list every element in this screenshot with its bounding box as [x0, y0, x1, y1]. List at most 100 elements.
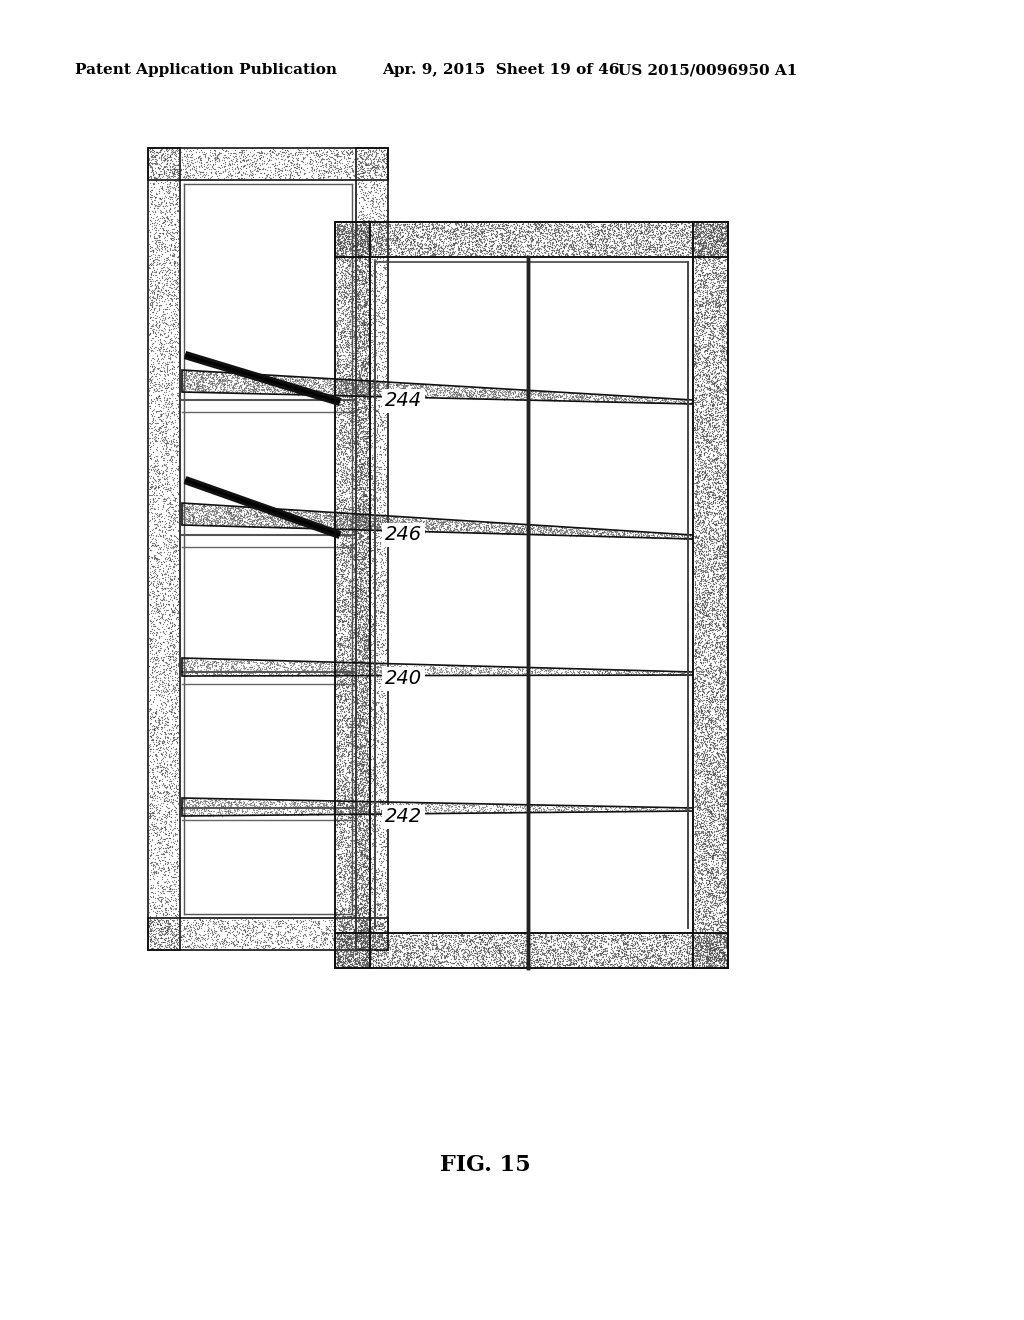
Point — [268, 500, 285, 521]
Point — [351, 603, 368, 624]
Point — [275, 376, 292, 397]
Point — [696, 941, 713, 962]
Point — [354, 334, 371, 355]
Point — [395, 511, 412, 532]
Point — [328, 665, 344, 686]
Point — [337, 292, 353, 313]
Point — [248, 915, 264, 936]
Point — [325, 799, 341, 820]
Point — [709, 499, 725, 520]
Point — [147, 144, 164, 165]
Point — [357, 154, 374, 176]
Point — [263, 500, 280, 521]
Point — [332, 952, 348, 973]
Point — [230, 378, 247, 399]
Point — [341, 869, 357, 890]
Point — [167, 294, 183, 315]
Point — [348, 909, 365, 931]
Point — [373, 634, 389, 655]
Point — [238, 800, 254, 821]
Point — [285, 923, 301, 944]
Point — [329, 649, 345, 671]
Point — [294, 384, 310, 405]
Point — [362, 242, 379, 263]
Point — [688, 599, 705, 620]
Point — [208, 664, 224, 685]
Point — [376, 779, 392, 800]
Point — [437, 661, 454, 682]
Point — [169, 916, 185, 937]
Point — [146, 244, 163, 265]
Point — [374, 240, 390, 261]
Point — [352, 714, 369, 735]
Point — [693, 561, 710, 582]
Point — [434, 238, 451, 259]
Point — [703, 833, 720, 854]
Point — [466, 942, 482, 964]
Point — [604, 940, 621, 961]
Point — [346, 742, 362, 763]
Point — [329, 433, 345, 454]
Point — [694, 240, 711, 261]
Point — [342, 533, 358, 554]
Point — [161, 331, 177, 352]
Point — [703, 593, 720, 614]
Point — [700, 368, 717, 389]
Point — [374, 331, 390, 352]
Point — [357, 293, 374, 314]
Point — [329, 807, 345, 828]
Point — [420, 801, 436, 822]
Point — [358, 323, 375, 345]
Point — [335, 917, 351, 939]
Point — [347, 801, 364, 822]
Point — [335, 931, 351, 952]
Point — [580, 235, 596, 256]
Point — [568, 387, 585, 408]
Point — [699, 663, 716, 684]
Point — [330, 805, 346, 826]
Point — [369, 945, 385, 966]
Point — [373, 615, 389, 636]
Point — [360, 247, 377, 268]
Point — [164, 401, 180, 422]
Point — [714, 218, 730, 239]
Point — [347, 774, 364, 795]
Point — [377, 272, 393, 293]
Point — [337, 335, 353, 356]
Point — [350, 792, 367, 813]
Point — [716, 255, 732, 276]
Point — [624, 238, 640, 259]
Point — [374, 293, 390, 314]
Point — [335, 249, 351, 271]
Point — [715, 558, 731, 579]
Point — [366, 917, 382, 939]
Point — [547, 523, 563, 544]
Point — [697, 903, 714, 924]
Point — [424, 517, 440, 539]
Point — [342, 351, 358, 372]
Point — [260, 504, 276, 525]
Point — [338, 690, 354, 711]
Point — [164, 461, 180, 482]
Point — [610, 941, 627, 962]
Point — [142, 226, 159, 247]
Point — [394, 232, 411, 253]
Point — [335, 436, 351, 457]
Point — [333, 735, 349, 756]
Point — [212, 363, 228, 384]
Point — [715, 482, 731, 503]
Point — [398, 664, 415, 685]
Point — [617, 214, 634, 235]
Point — [709, 696, 725, 717]
Point — [382, 793, 398, 814]
Point — [702, 231, 719, 252]
Point — [148, 351, 165, 372]
Point — [178, 936, 195, 957]
Point — [328, 904, 344, 925]
Point — [693, 276, 710, 297]
Point — [383, 383, 399, 404]
Point — [348, 581, 365, 602]
Point — [638, 948, 654, 969]
Point — [169, 912, 185, 933]
Point — [240, 512, 256, 533]
